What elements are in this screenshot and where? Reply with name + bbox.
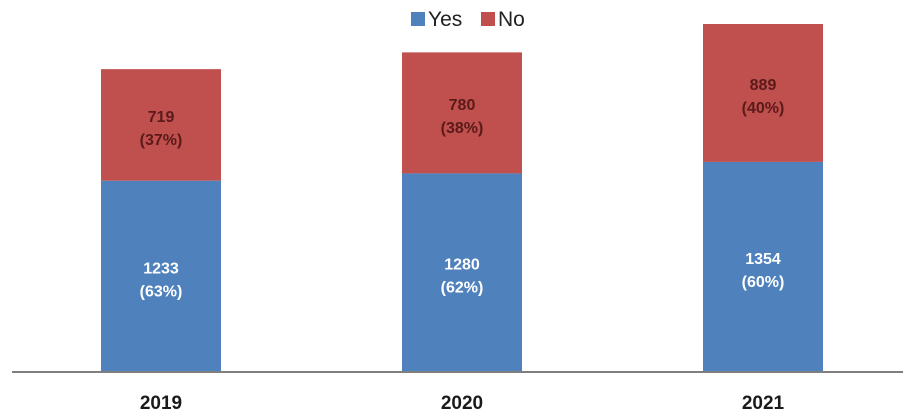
legend: Yes No [411,8,525,31]
bar-yes-2019 [101,180,221,372]
data-label-no-2019: 719 [148,109,175,126]
percent-label-yes-2020: (62%) [441,280,484,297]
legend-label-yes: Yes [428,8,462,31]
bars [101,24,823,372]
category-labels: 2019 2020 2021 [140,393,785,414]
legend-label-no: No [498,8,525,31]
segment-labels: 1233 (63%) 719 (37%) 1280 (62%) 780 (38%) 1354 (6… [140,77,785,300]
bar-no-2021 [703,24,823,162]
legend-swatch-yes [411,12,425,26]
percent-label-no-2019: (37%) [140,132,183,149]
bar-yes-2021 [703,161,823,372]
data-label-yes-2021: 1354 [745,251,781,268]
percent-label-yes-2021: (60%) [742,274,785,291]
category-label-2021: 2021 [742,393,785,414]
data-label-yes-2020: 1280 [444,257,480,274]
percent-label-no-2021: (40%) [742,100,785,117]
bar-no-2019 [101,69,221,181]
data-label-no-2020: 780 [449,97,476,114]
percent-label-yes-2019: (63%) [140,283,183,300]
bar-no-2020 [402,52,522,174]
category-label-2019: 2019 [140,393,182,414]
data-label-no-2021: 889 [750,77,777,94]
category-label-2020: 2020 [441,393,483,414]
data-label-yes-2019: 1233 [143,260,179,277]
legend-swatch-no [481,12,495,26]
percent-label-no-2020: (38%) [441,120,484,137]
bar-yes-2020 [402,173,522,372]
